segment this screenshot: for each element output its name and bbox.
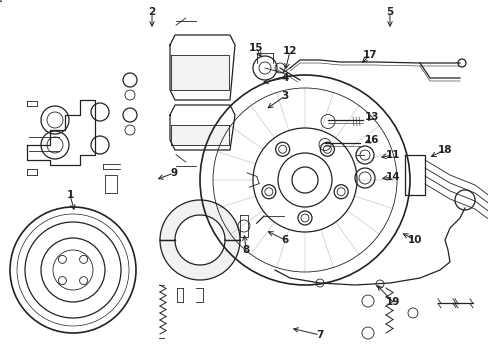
Text: 15: 15 — [248, 43, 263, 53]
Text: 5: 5 — [386, 7, 393, 17]
Text: 1: 1 — [66, 190, 74, 200]
Text: 18: 18 — [437, 145, 451, 155]
Text: 2: 2 — [148, 7, 155, 17]
Text: 9: 9 — [170, 168, 177, 178]
Polygon shape — [171, 125, 228, 145]
Polygon shape — [171, 55, 228, 90]
Text: 11: 11 — [385, 150, 400, 160]
Text: 14: 14 — [385, 172, 400, 182]
Text: 4: 4 — [281, 73, 288, 83]
Text: 3: 3 — [281, 91, 288, 101]
Text: 13: 13 — [364, 112, 379, 122]
Text: 6: 6 — [281, 235, 288, 245]
Text: 10: 10 — [407, 235, 421, 245]
Text: 17: 17 — [362, 50, 377, 60]
Text: 7: 7 — [316, 330, 323, 340]
Polygon shape — [160, 240, 240, 280]
Text: 19: 19 — [385, 297, 399, 307]
Polygon shape — [160, 200, 240, 240]
Text: 8: 8 — [242, 245, 249, 255]
Text: 16: 16 — [364, 135, 379, 145]
Text: 12: 12 — [282, 46, 297, 56]
